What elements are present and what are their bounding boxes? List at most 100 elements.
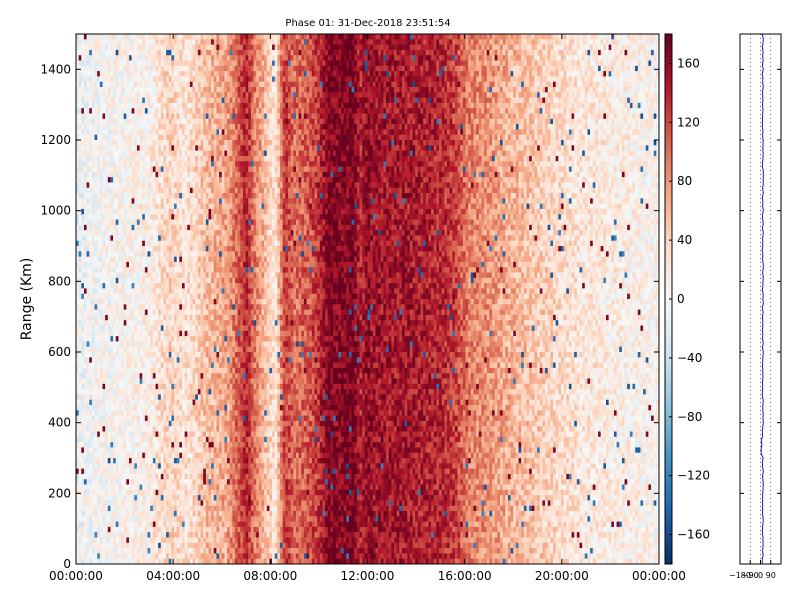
heatmap-cell [123,463,127,470]
heatmap-cell [110,516,114,523]
heatmap-cell [129,383,133,390]
heatmap-cell [78,161,82,168]
heatmap-cell [86,293,90,300]
heatmap-cell [94,516,98,523]
heatmap-cell [123,410,127,417]
heatmap-cell [105,420,109,427]
heatmap-cell [86,309,90,316]
heatmap-cell [81,71,85,77]
heatmap-cell [131,309,135,316]
heatmap-cell [115,177,119,183]
heatmap-cell [134,526,138,533]
heatmap-cell [115,251,119,258]
heatmap-cell [115,473,119,480]
heatmap-cell [110,325,114,332]
heatmap-cell [105,161,109,168]
heatmap-cell [131,55,135,62]
heatmap-cell [102,452,106,459]
heatmap-cell [115,452,119,459]
heatmap-cell [81,102,85,109]
heatmap-cell [110,410,114,417]
heatmap-cell [134,97,138,104]
heatmap-cell [115,256,119,263]
heatmap-cell [86,352,90,358]
heatmap-cell [89,426,93,433]
heatmap-cell [129,145,133,152]
heatmap-cell [83,208,88,215]
heatmap-cell [123,283,127,289]
heatmap-cell [91,489,96,496]
heatmap-cell [110,34,114,40]
heatmap-cell [99,373,104,380]
heatmap-cell [99,65,104,72]
heatmap-cell [107,230,112,236]
heatmap-cell [131,479,135,486]
heatmap-cell [97,166,101,173]
heatmap-cell [134,161,138,168]
heatmap-cell [134,65,138,72]
heatmap-cell [113,44,117,51]
heatmap-cell [76,484,80,491]
heatmap-cell [94,198,98,205]
heatmap-cell [131,320,135,327]
heatmap-cell [76,431,80,438]
heatmap-cell [131,468,135,475]
heatmap-cell [81,330,85,337]
heatmap-cell [121,537,125,544]
heatmap-cell [86,193,90,199]
heatmap-cell [123,87,127,93]
heatmap-cell [126,389,130,395]
heatmap-cell [115,283,119,289]
heatmap-cell [91,293,96,300]
heatmap-cell [136,193,141,199]
heatmap-cell [89,336,93,342]
heatmap-cell [110,526,114,533]
heatmap-cell [76,542,80,549]
heatmap-cell [97,500,101,507]
heatmap-cell [134,272,138,279]
heatmap-cell [86,171,90,178]
heatmap-cell [110,267,114,274]
heatmap-cell [131,161,135,168]
heatmap-cell [81,352,85,358]
heatmap-cell [86,341,90,348]
heatmap-cell [102,113,106,120]
heatmap-cell [126,357,130,364]
heatmap-cell [97,362,101,369]
heatmap-cell [78,553,82,560]
heatmap-cell [102,134,106,141]
heatmap-cell [83,49,88,56]
heatmap-cell [94,145,98,152]
heatmap-cell [107,288,112,295]
heatmap-cell [134,516,138,523]
heatmap-cell [102,367,106,374]
heatmap-cell [131,495,135,501]
heatmap-cell [89,256,93,263]
heatmap-cell [83,367,88,374]
heatmap-cell [107,97,112,104]
heatmap-cell [89,267,93,274]
heatmap-cell [78,214,82,221]
heatmap-cell [102,187,106,194]
heatmap-cell [126,542,130,549]
heatmap-cell [113,293,117,300]
heatmap-cell [81,203,85,210]
heatmap-cell [86,187,90,194]
heatmap-cell [91,389,96,395]
heatmap-cell [136,155,141,162]
heatmap-cell [78,373,82,380]
heatmap-cell [110,60,114,67]
heatmap-cell [131,505,135,512]
heatmap-cell [76,235,80,242]
heatmap-cell [131,383,135,390]
heatmap-cell [134,548,138,554]
heatmap-cell [126,129,130,136]
heatmap-cell [99,431,104,438]
heatmap-cell [118,537,122,544]
heatmap-cell [99,526,104,533]
heatmap-cell [131,71,135,77]
heatmap-cell [123,399,127,406]
heatmap-cell [121,367,125,374]
heatmap-cell [78,320,82,327]
heatmap-cell [78,410,82,417]
